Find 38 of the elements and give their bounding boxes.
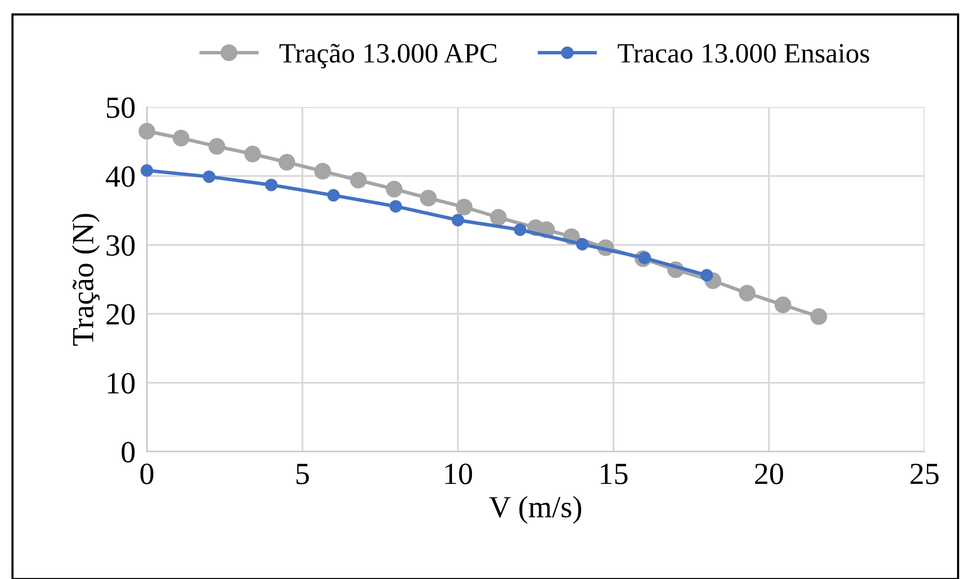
point bbox=[138, 122, 156, 140]
point bbox=[456, 198, 472, 216]
y-axis-title: Tração (N) bbox=[72, 214, 100, 346]
legend-label: Tracao 13.000 Ensaios bbox=[618, 44, 870, 63]
point bbox=[420, 190, 437, 206]
point bbox=[810, 308, 828, 325]
point bbox=[576, 238, 589, 250]
point bbox=[738, 284, 756, 302]
y-tick-label: 50 bbox=[106, 97, 135, 118]
point bbox=[140, 164, 154, 177]
x-tick-label: 10 bbox=[445, 464, 472, 484]
legend-label: Tração 13.000 APC bbox=[279, 44, 496, 68]
x-tick-label: 15 bbox=[600, 464, 628, 484]
y-tick-label: 0 bbox=[122, 442, 135, 463]
point bbox=[278, 154, 296, 171]
point bbox=[327, 189, 340, 202]
y-tick-label: 40 bbox=[106, 166, 135, 187]
x-tick-label: 20 bbox=[755, 464, 784, 484]
point bbox=[314, 162, 331, 180]
x-tick-label: 25 bbox=[910, 464, 939, 484]
x-tick-label: 5 bbox=[296, 464, 309, 484]
point bbox=[202, 170, 216, 183]
y-tick-label: 20 bbox=[106, 304, 135, 325]
point bbox=[244, 146, 261, 162]
point bbox=[350, 172, 367, 188]
point bbox=[389, 200, 402, 213]
point bbox=[490, 209, 507, 226]
point bbox=[265, 178, 278, 192]
point bbox=[208, 138, 226, 155]
point bbox=[774, 296, 792, 314]
y-tick-label: 30 bbox=[106, 235, 135, 256]
point bbox=[386, 180, 402, 198]
point bbox=[452, 214, 464, 226]
y-tick-label: 10 bbox=[108, 373, 135, 394]
x-axis-title: V (m/s) bbox=[489, 496, 582, 524]
point bbox=[172, 130, 190, 146]
x-tick-label: 0 bbox=[140, 464, 154, 484]
point bbox=[514, 224, 526, 236]
